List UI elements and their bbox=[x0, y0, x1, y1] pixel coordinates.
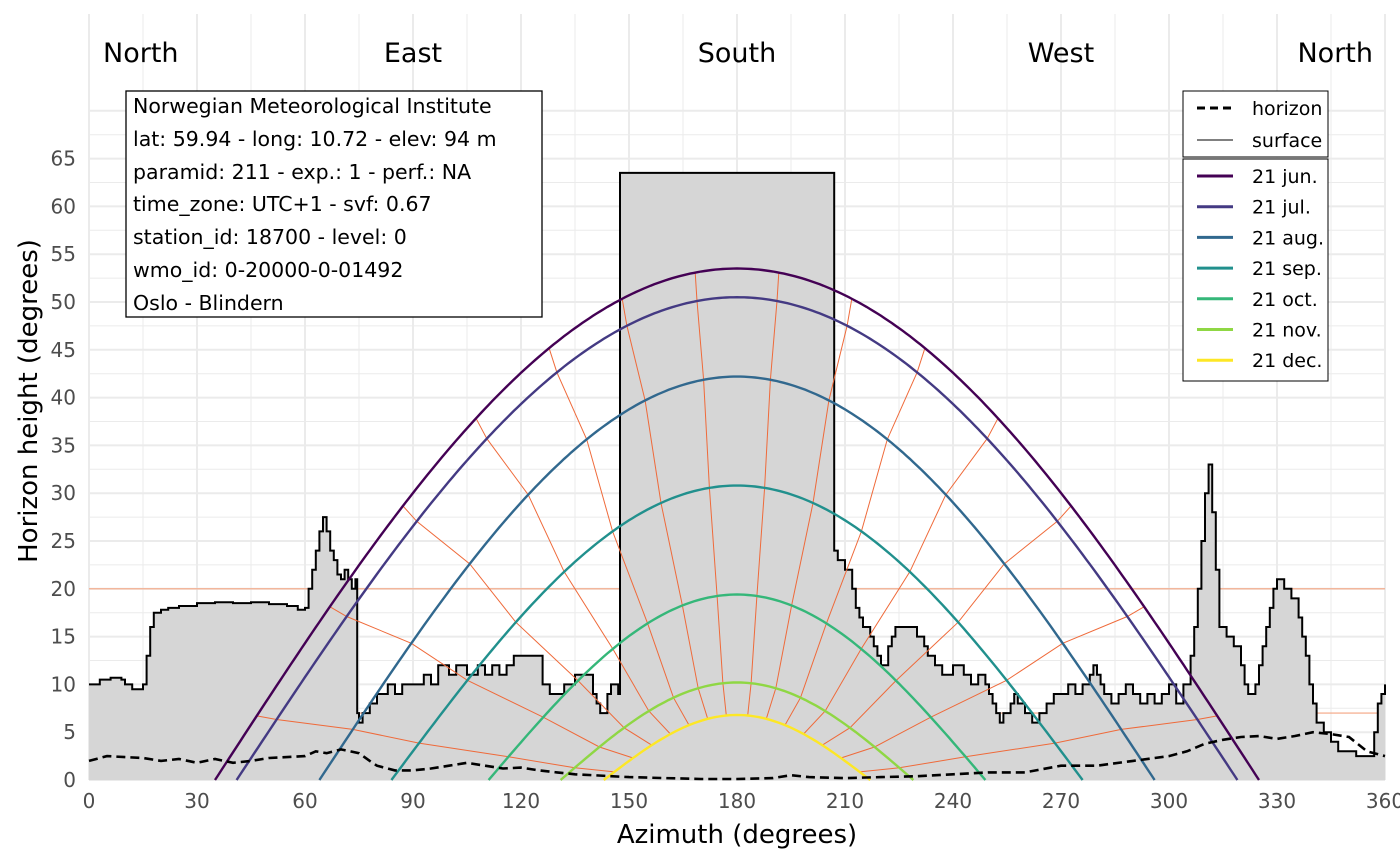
info-line: Norwegian Meteorological Institute bbox=[133, 94, 492, 118]
legend-series-label: 21 dec. bbox=[1252, 350, 1322, 372]
y-tick-label: 65 bbox=[51, 147, 76, 171]
y-tick-label: 25 bbox=[51, 529, 76, 553]
x-tick-label: 120 bbox=[502, 789, 540, 813]
info-line: wmo_id: 0-20000-0-01492 bbox=[133, 258, 403, 283]
legend-series-label: 21 jul. bbox=[1252, 197, 1311, 219]
x-tick-label: 210 bbox=[826, 789, 864, 813]
legend-series-frame bbox=[1182, 158, 1329, 382]
legend-lines: horizon surface bbox=[1182, 90, 1329, 158]
info-box-frame bbox=[125, 90, 543, 318]
y-tick-label: 30 bbox=[51, 481, 76, 505]
compass-label: South bbox=[698, 38, 776, 69]
x-tick-label: 360 bbox=[1366, 789, 1400, 813]
compass-label: North bbox=[1297, 38, 1373, 69]
sun-path-line bbox=[603, 713, 871, 781]
legend-horizon-label: horizon bbox=[1252, 98, 1322, 120]
sun-path-line bbox=[390, 484, 1084, 781]
legend-lines-frame bbox=[1182, 90, 1329, 158]
x-tick-label: 30 bbox=[184, 789, 209, 813]
info-line: paramid: 211 - exp.: 1 - perf.: NA bbox=[133, 160, 471, 184]
y-tick-label: 0 bbox=[63, 768, 76, 792]
x-axis-title: Azimuth (degrees) bbox=[617, 820, 857, 850]
legend-series-label: 21 oct. bbox=[1252, 289, 1318, 311]
x-tick-label: 270 bbox=[1042, 789, 1080, 813]
compass-label: North bbox=[103, 38, 179, 69]
x-tick-label: 150 bbox=[610, 789, 648, 813]
y-tick-label: 5 bbox=[63, 720, 76, 744]
x-tick-label: 330 bbox=[1258, 789, 1296, 813]
sun-path-line bbox=[559, 681, 915, 781]
sun-path-line bbox=[487, 593, 987, 781]
x-tick-label: 180 bbox=[718, 789, 756, 813]
y-tick-label: 10 bbox=[51, 672, 76, 696]
legend-series: 21 jun. 21 jul. 21 aug. 21 sep. 21 oct. 21 no… bbox=[1182, 158, 1329, 382]
horizon-line-group bbox=[88, 730, 1386, 781]
info-line: time_zone: UTC+1 - svf: 0.67 bbox=[133, 192, 432, 217]
legend-series-label: 21 aug. bbox=[1252, 227, 1324, 249]
x-tick-label: 60 bbox=[292, 789, 317, 813]
info-line: lat: 59.94 - long: 10.72 - elev: 94 m bbox=[133, 127, 497, 151]
x-tick-label: 240 bbox=[934, 789, 972, 813]
legend-series-label: 21 sep. bbox=[1252, 258, 1322, 280]
legend-series-label: 21 jun. bbox=[1252, 166, 1318, 188]
tick-labels: 0 30 60 90 120 150 180 210 240 270 300 330 360 0 5 10 15… bbox=[51, 147, 1400, 813]
x-tick-label: 0 bbox=[83, 789, 96, 813]
surface-line bbox=[89, 171, 1386, 758]
y-tick-label: 45 bbox=[51, 338, 76, 362]
y-tick-label: 60 bbox=[51, 194, 76, 218]
legend-surface-label: surface bbox=[1252, 130, 1322, 152]
x-tick-label: 300 bbox=[1150, 789, 1188, 813]
surface-fill bbox=[89, 172, 1385, 780]
y-tick-label: 55 bbox=[51, 242, 76, 266]
y-tick-label: 20 bbox=[51, 577, 76, 601]
info-line: Oslo - Blindern bbox=[133, 291, 284, 315]
sun-path-line bbox=[318, 375, 1156, 781]
horizon-line bbox=[88, 730, 1386, 781]
y-axis-title: Horizon height (degrees) bbox=[14, 239, 44, 563]
y-tick-label: 40 bbox=[51, 386, 76, 410]
sun-path-line bbox=[235, 295, 1239, 781]
compass-label: West bbox=[1028, 38, 1094, 69]
compass-label: East bbox=[384, 38, 442, 69]
sun-path-line bbox=[213, 267, 1261, 781]
sun-paths bbox=[213, 267, 1261, 781]
y-tick-label: 50 bbox=[51, 290, 76, 314]
compass-labels: North East South West North bbox=[103, 38, 1373, 69]
y-tick-label: 35 bbox=[51, 433, 76, 457]
info-box: Norwegian Meteorological Institute lat: … bbox=[125, 90, 543, 318]
y-tick-label: 15 bbox=[51, 625, 76, 649]
surface-area bbox=[89, 171, 1386, 780]
x-tick-label: 90 bbox=[400, 789, 425, 813]
legend-series-label: 21 nov. bbox=[1252, 320, 1322, 342]
info-line: station_id: 18700 - level: 0 bbox=[133, 225, 407, 250]
